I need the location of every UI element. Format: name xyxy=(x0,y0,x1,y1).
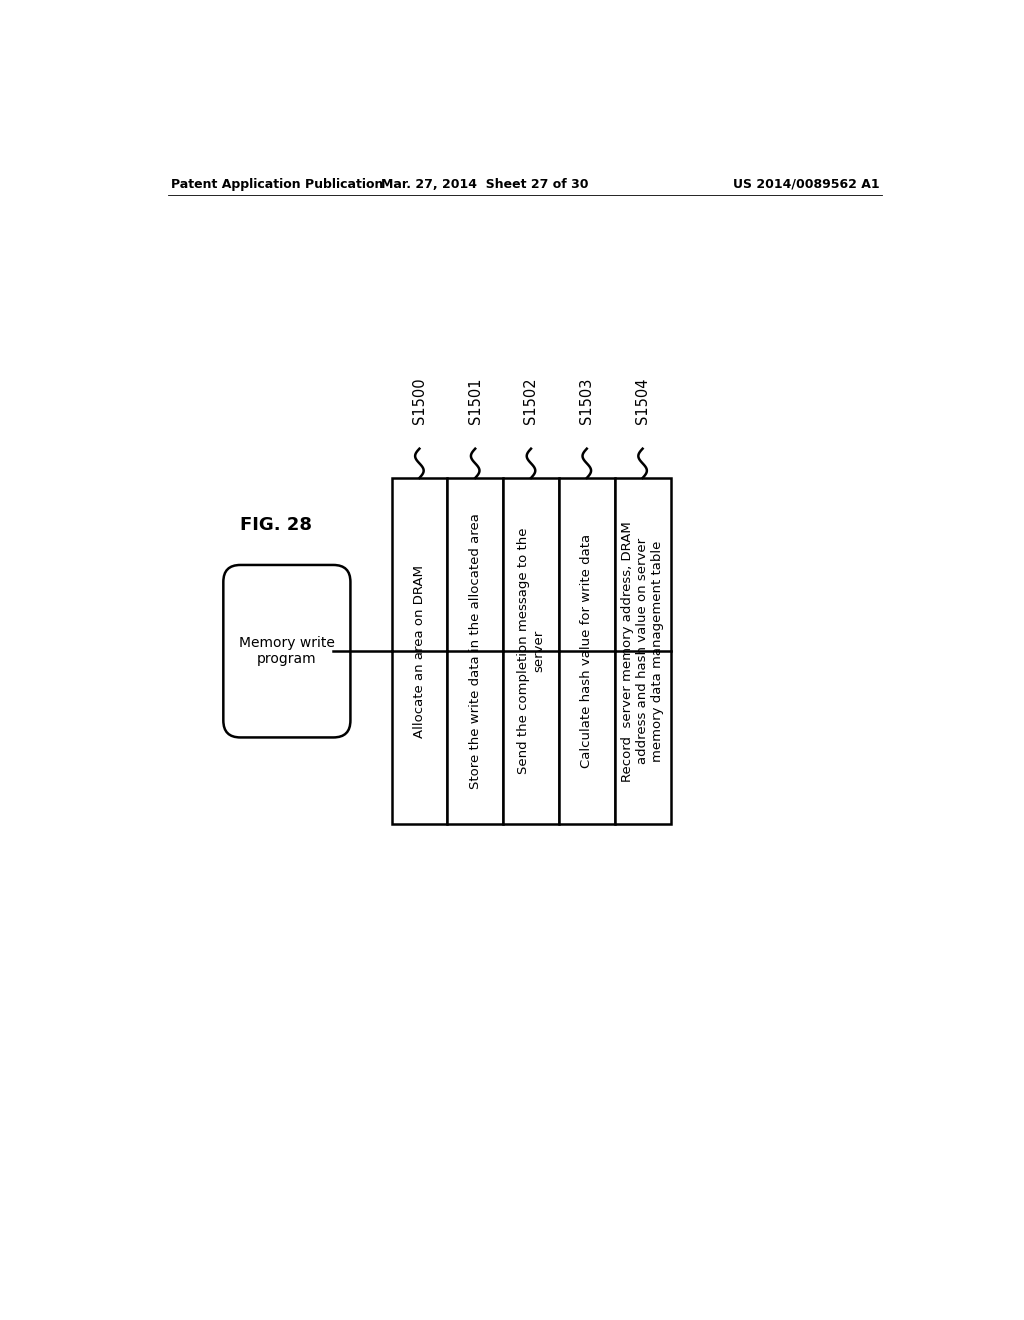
FancyBboxPatch shape xyxy=(391,478,447,825)
Text: S1501: S1501 xyxy=(468,378,482,424)
FancyBboxPatch shape xyxy=(503,478,559,825)
Text: Calculate hash value for write data: Calculate hash value for write data xyxy=(581,535,593,768)
Text: Memory write
program: Memory write program xyxy=(239,636,335,667)
Text: Send the completion message to the
server: Send the completion message to the serve… xyxy=(517,528,545,775)
FancyBboxPatch shape xyxy=(447,478,503,825)
Text: S1504: S1504 xyxy=(635,378,650,424)
Text: Mar. 27, 2014  Sheet 27 of 30: Mar. 27, 2014 Sheet 27 of 30 xyxy=(381,178,588,190)
Text: Patent Application Publication: Patent Application Publication xyxy=(171,178,383,190)
Text: S1502: S1502 xyxy=(523,378,539,424)
Text: Record  server memory address, DRAM
address and hash value on server
memory data: Record server memory address, DRAM addre… xyxy=(622,521,665,781)
FancyBboxPatch shape xyxy=(614,478,671,825)
Text: S1500: S1500 xyxy=(412,378,427,424)
FancyBboxPatch shape xyxy=(223,565,350,738)
FancyBboxPatch shape xyxy=(559,478,614,825)
Text: S1503: S1503 xyxy=(580,378,594,424)
Text: Store the write data in the allocated area: Store the write data in the allocated ar… xyxy=(469,513,481,789)
Text: US 2014/0089562 A1: US 2014/0089562 A1 xyxy=(733,178,880,190)
Text: FIG. 28: FIG. 28 xyxy=(241,516,312,535)
Text: Allocate an area on DRAM: Allocate an area on DRAM xyxy=(413,565,426,738)
